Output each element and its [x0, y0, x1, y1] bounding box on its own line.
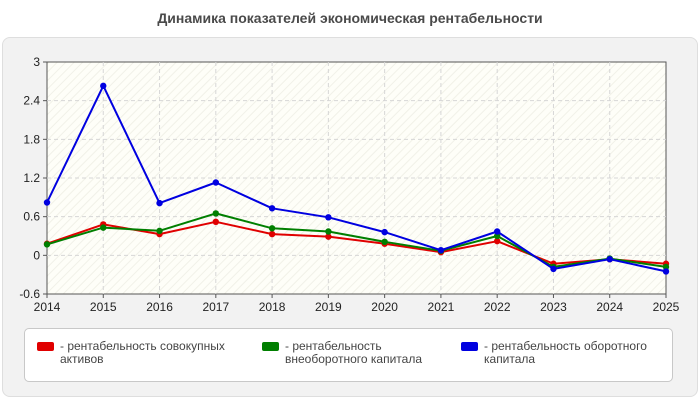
- legend-label: - рентабельность совокупных активов: [60, 339, 225, 366]
- data-point-1[interactable]: [156, 227, 163, 235]
- x-tick-label: 2015: [90, 300, 117, 314]
- x-tick-label: 2016: [146, 300, 173, 314]
- x-tick-label: 2019: [315, 300, 342, 314]
- data-point-2[interactable]: [550, 265, 557, 273]
- y-tick-label: 1.2: [23, 171, 40, 185]
- data-point-2[interactable]: [493, 228, 501, 235]
- legend: - рентабельность совокупных активов - ре…: [24, 328, 673, 382]
- legend-swatch-red: [37, 342, 54, 351]
- chart-title: Динамика показателей экономическая рента…: [157, 10, 543, 26]
- data-point-2[interactable]: [212, 179, 220, 186]
- data-point-2[interactable]: [381, 228, 388, 236]
- series-line-1: [46, 212, 667, 268]
- x-tick-label: 2014: [34, 300, 61, 314]
- data-point-2[interactable]: [268, 205, 276, 212]
- data-point-2[interactable]: [606, 256, 613, 263]
- x-tick-label: 2018: [259, 300, 286, 314]
- legend-swatch-blue: [461, 342, 478, 351]
- x-tick-label: 2023: [540, 300, 567, 314]
- data-point-0[interactable]: [325, 233, 332, 240]
- y-tick-label: -0.6: [19, 287, 40, 301]
- x-tick-label: 2022: [484, 300, 511, 314]
- data-point-1[interactable]: [325, 228, 332, 235]
- y-tick-label: 0: [33, 248, 40, 262]
- series-line-2: [46, 84, 667, 273]
- data-point-1[interactable]: [43, 241, 51, 248]
- legend-swatch-green: [262, 342, 279, 351]
- series-line-0: [46, 220, 667, 265]
- data-point-1[interactable]: [268, 225, 276, 232]
- x-tick-label: 2020: [371, 300, 398, 314]
- legend-label: - рентабельность оборотного капитала: [484, 339, 647, 366]
- data-point-0[interactable]: [493, 237, 501, 245]
- data-point-1[interactable]: [662, 263, 670, 271]
- y-tick-label: 3: [33, 55, 40, 69]
- data-point-2[interactable]: [437, 246, 445, 254]
- data-point-1[interactable]: [212, 210, 220, 217]
- data-point-2[interactable]: [156, 199, 163, 207]
- x-tick-label: 2017: [202, 300, 229, 314]
- x-tick-label: 2025: [653, 300, 680, 314]
- grid-lines: [47, 62, 666, 294]
- data-point-1[interactable]: [493, 232, 501, 240]
- data-point-2[interactable]: [325, 214, 332, 221]
- x-tick-label: 2024: [596, 300, 623, 314]
- y-tick-label: 1.8: [23, 132, 40, 146]
- y-tick-label: 0.6: [23, 210, 40, 224]
- series-lines: [43, 82, 670, 275]
- data-point-1[interactable]: [381, 238, 388, 245]
- data-point-0[interactable]: [268, 230, 276, 238]
- data-point-2[interactable]: [100, 82, 107, 90]
- data-point-1[interactable]: [100, 224, 107, 231]
- data-point-2[interactable]: [43, 199, 51, 206]
- y-tick-label: 2.4: [23, 94, 40, 108]
- data-point-0[interactable]: [212, 218, 220, 226]
- x-tick-label: 2021: [428, 300, 455, 314]
- legend-label: - рентабельность внеоборотного капитала: [285, 339, 422, 366]
- data-point-2[interactable]: [662, 268, 670, 275]
